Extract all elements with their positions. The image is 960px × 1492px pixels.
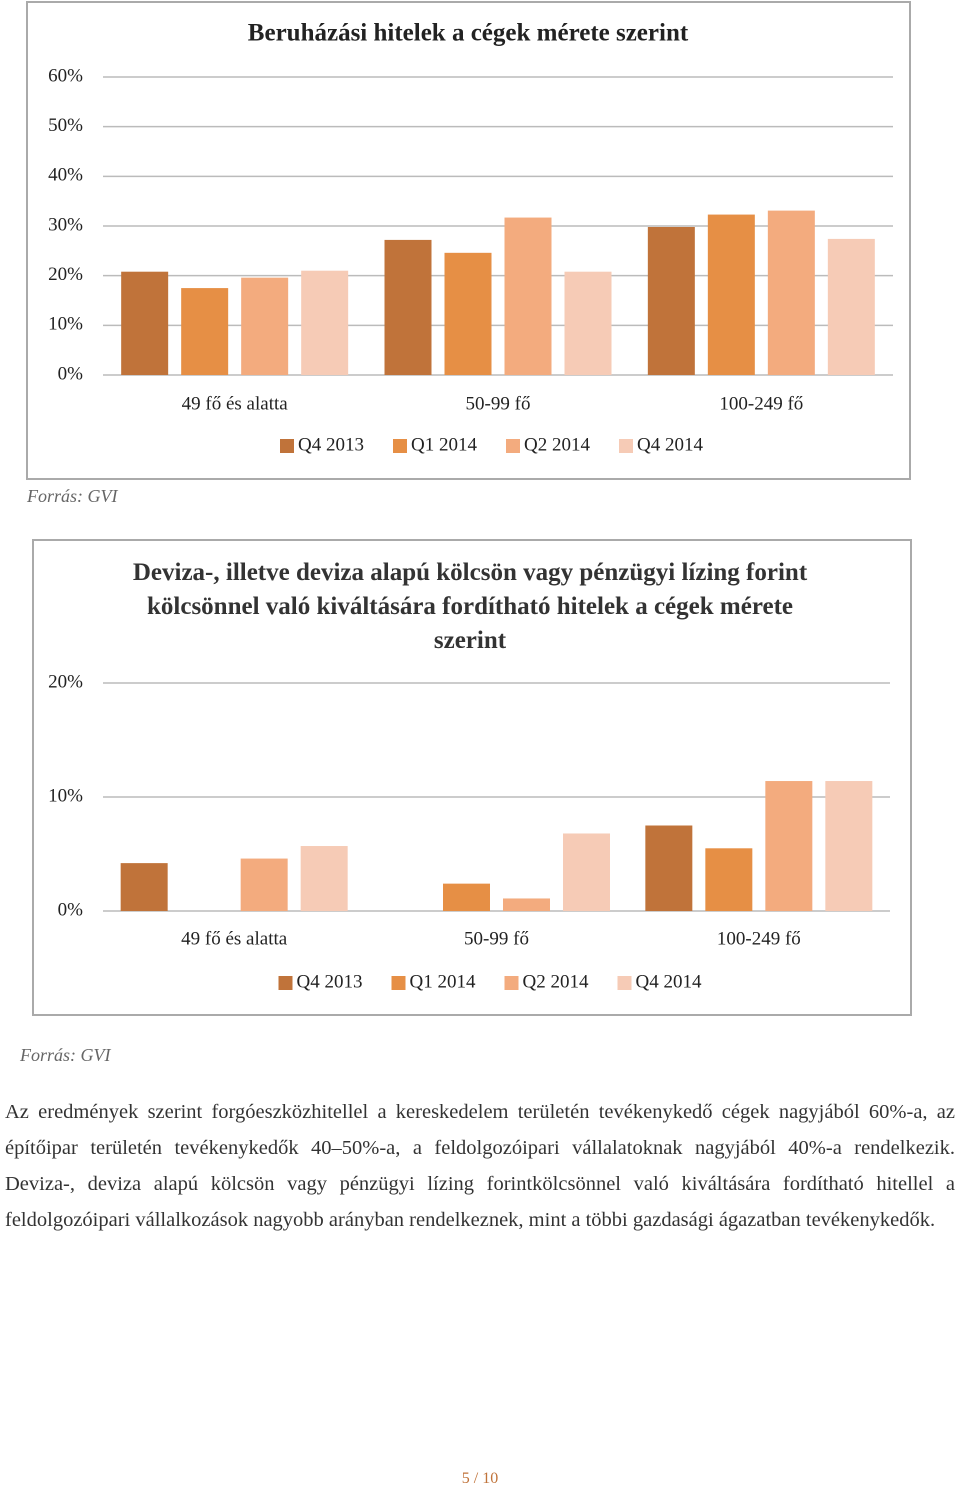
legend-swatch (504, 976, 519, 990)
bar (241, 277, 289, 375)
bar (503, 898, 550, 911)
legend-swatch (617, 976, 632, 990)
bar (301, 270, 349, 375)
x-tick-label: 50-99 fő (466, 393, 531, 414)
source: Forrás: GVI (20, 1045, 111, 1065)
bar (300, 846, 348, 911)
legend-label: Q4 2013 (297, 971, 363, 992)
legend-label: Q4 2014 (636, 971, 702, 992)
y-tick-label: 40% (48, 165, 83, 186)
bar (767, 210, 815, 375)
bar (647, 226, 695, 375)
y-tick-label: 0% (58, 899, 84, 920)
x-tick-label: 100-249 fő (717, 928, 801, 949)
y-tick-label: 60% (48, 65, 83, 86)
bar (443, 883, 490, 911)
y-tick-label: 50% (48, 115, 83, 136)
bar (384, 239, 432, 375)
legend-label: Q4 2014 (637, 434, 703, 455)
legend-swatch (506, 439, 520, 453)
legend-label: Q4 2013 (298, 434, 364, 455)
legend-label: Q1 2014 (410, 971, 476, 992)
bar (444, 252, 492, 375)
bar (705, 848, 753, 911)
legend-label: Q2 2014 (523, 971, 589, 992)
y-tick-label: 20% (48, 671, 83, 692)
bar (563, 833, 610, 911)
y-tick-label: 30% (48, 214, 83, 235)
legend-label: Q2 2014 (524, 434, 590, 455)
bar (707, 214, 755, 375)
bar (121, 271, 169, 375)
y-tick-label: 0% (58, 363, 84, 384)
bar (645, 825, 693, 911)
bar (504, 217, 552, 375)
x-tick-label: 100-249 fő (719, 393, 803, 414)
legend-label: Q1 2014 (411, 434, 477, 455)
bar (564, 271, 612, 375)
bar (120, 863, 168, 911)
chart-title: Deviza-, illetve deviza alapú kölcsön va… (132, 559, 808, 654)
x-tick-label: 50-99 fő (464, 928, 529, 949)
y-tick-label: 10% (48, 314, 83, 335)
source: Forrás: GVI (27, 486, 118, 506)
bar (181, 288, 229, 375)
chart-title: Beruházási hitelek a cégek mérete szerin… (248, 20, 689, 47)
legend-swatch (619, 439, 633, 453)
paragraph: Az eredmények szerint forgóeszközhitelle… (5, 1101, 955, 1231)
bar (765, 781, 813, 911)
legend-swatch (278, 976, 293, 990)
x-tick-label: 49 fő és alatta (182, 393, 289, 414)
chart-title-box: Deviza-, illetve deviza alapú kölcsön va… (132, 559, 808, 654)
y-tick-label: 20% (48, 264, 83, 285)
y-tick-label: 10% (48, 785, 83, 806)
legend-swatch (391, 976, 406, 990)
charts: Beruházási hitelek a cégek mérete szerin… (26, 1, 912, 1016)
page-number: 5 / 10 (461, 1470, 499, 1487)
legend-swatch (280, 439, 294, 453)
x-tick-label: 49 fő és alatta (181, 928, 288, 949)
bar (827, 238, 875, 375)
bar (240, 858, 288, 911)
legend-swatch (393, 439, 407, 453)
bar (825, 781, 873, 911)
chart-frame (26, 1, 911, 480)
chart-frame (32, 539, 912, 1016)
